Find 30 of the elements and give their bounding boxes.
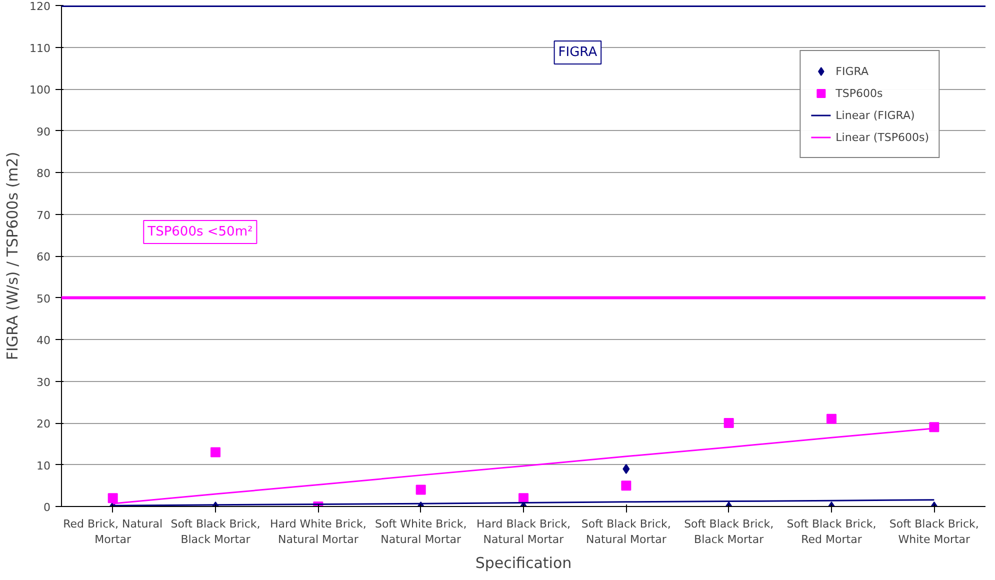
y-axis-title: FIGRA (W/s) / TSP600s (m2) xyxy=(4,152,22,360)
x-tick-label: Hard White Brick, Natural Mortar xyxy=(270,518,366,546)
legend-label: FIGRA xyxy=(836,64,868,78)
x-tick-label: Soft Black Brick, White Mortar xyxy=(889,518,979,546)
x-tick-label: Soft Black Brick, Black Mortar xyxy=(170,518,260,546)
x-tick-label: Red Brick, Natural Mortar xyxy=(63,518,163,546)
y-tick-label: 120 xyxy=(30,0,51,13)
y-tick-label: 50 xyxy=(36,292,51,306)
y-tick-label: 40 xyxy=(36,334,51,347)
y-tick-label: 70 xyxy=(36,208,51,222)
y-tick-label: 60 xyxy=(36,250,51,264)
ref-line-label: FIGRA xyxy=(558,44,598,60)
legend-label: Linear (TSP600s) xyxy=(836,130,929,144)
y-tick-label: 0 xyxy=(44,501,50,514)
legend-label: Linear (FIGRA) xyxy=(836,108,915,122)
x-tick-label: Soft Black Brick, Natural Mortar xyxy=(581,518,671,546)
y-tick-label: 110 xyxy=(30,42,51,55)
x-tick-label: Hard Black Brick, Natural Mortar xyxy=(476,518,571,546)
ref-line-label: TSP600s <50m² xyxy=(146,224,253,240)
y-tick-label: 20 xyxy=(36,418,51,430)
x-tick-label: Soft Black Brick, Red Mortar xyxy=(786,518,876,546)
y-tick-label: 10 xyxy=(36,459,51,472)
x-axis-title: Specification xyxy=(475,554,572,572)
y-tick-label: 90 xyxy=(36,125,51,138)
x-tick-label: Soft White Brick, Natural Mortar xyxy=(374,518,467,546)
y-tick-label: 100 xyxy=(30,84,51,96)
y-tick-label: 30 xyxy=(36,376,51,389)
legend-label: TSP600s xyxy=(836,86,883,100)
y-tick-label: 80 xyxy=(36,167,51,180)
x-tick-label: Soft Black Brick, Black Mortar xyxy=(684,518,774,546)
